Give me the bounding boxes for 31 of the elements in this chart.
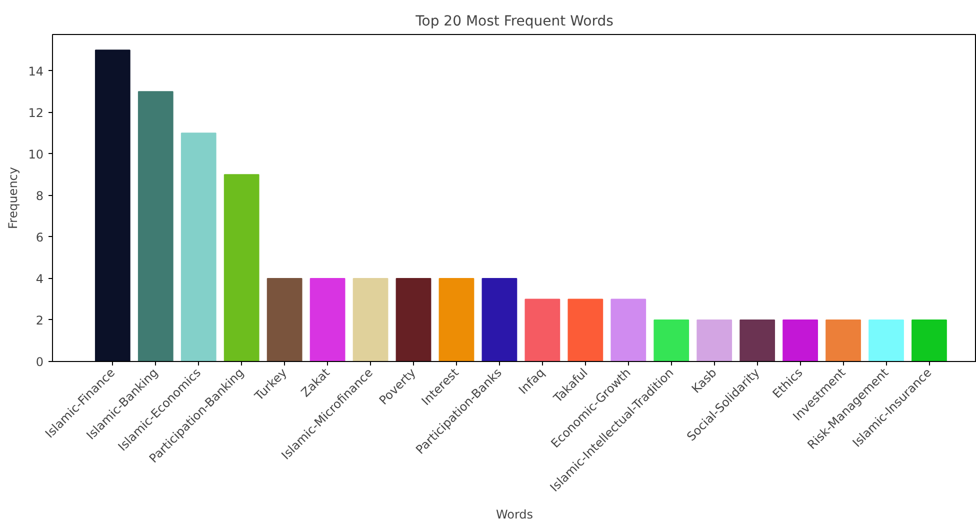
y-tick-label: 14 — [28, 64, 44, 78]
bar — [524, 298, 560, 362]
x-axis-title: Words — [496, 507, 534, 522]
bar — [266, 278, 302, 362]
chart-title: Top 20 Most Frequent Words — [414, 14, 614, 30]
y-tick-label: 12 — [28, 106, 44, 120]
bar — [826, 319, 861, 362]
bar — [696, 319, 732, 362]
bar — [352, 278, 388, 362]
bar — [482, 278, 518, 362]
bar — [396, 278, 432, 362]
bar — [94, 50, 130, 362]
y-tick-label: 6 — [36, 230, 44, 244]
bar — [868, 319, 904, 362]
bar — [740, 319, 776, 362]
bar — [610, 298, 646, 362]
bar — [310, 278, 346, 362]
y-tick-label: 8 — [36, 188, 44, 203]
y-tick-label: 10 — [28, 147, 44, 162]
bar — [224, 174, 260, 362]
bar — [654, 319, 690, 362]
bar — [912, 319, 947, 362]
bar — [568, 298, 604, 362]
y-tick-label: 2 — [36, 313, 44, 328]
y-axis-title: Frequency — [6, 166, 20, 229]
bar — [438, 278, 474, 362]
bar — [180, 132, 216, 362]
bar — [138, 91, 174, 362]
bar — [782, 319, 818, 362]
y-tick-label: 4 — [36, 272, 44, 286]
y-tick-label: 0 — [36, 355, 44, 369]
